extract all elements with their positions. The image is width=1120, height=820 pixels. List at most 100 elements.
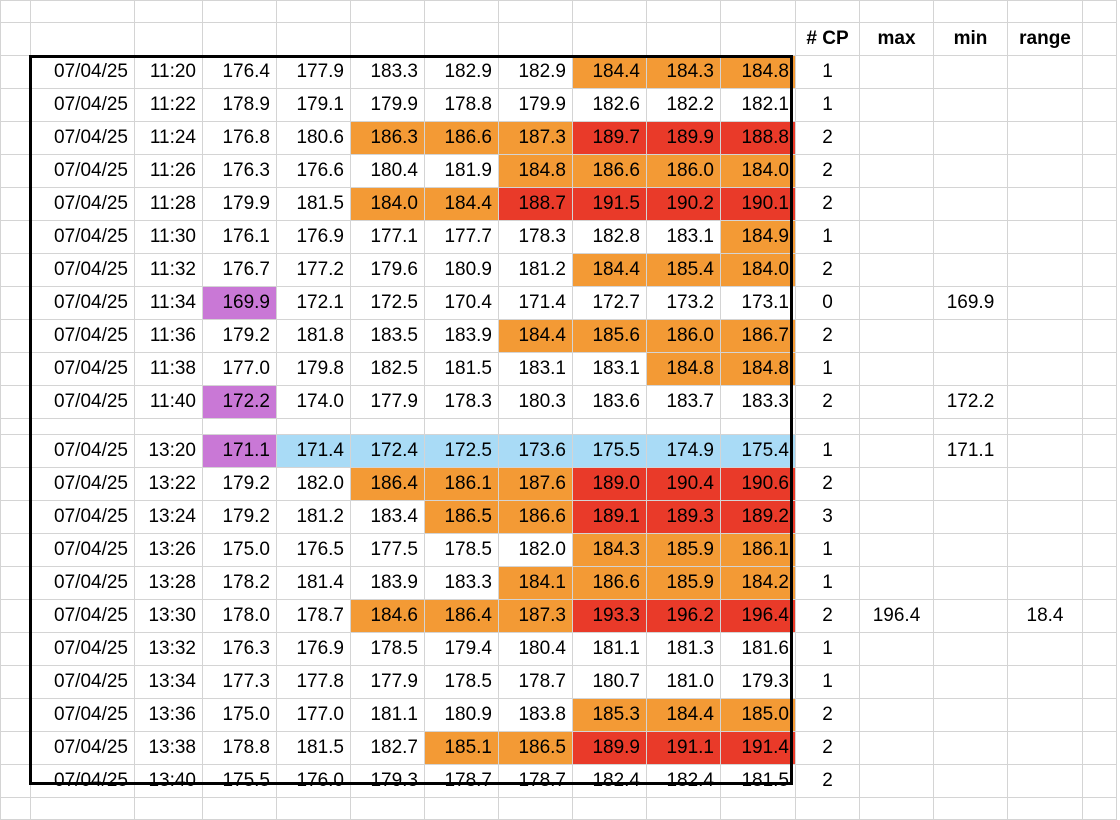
cp-count-cell[interactable]: 2 (795, 187, 860, 221)
empty-cell[interactable] (30, 797, 135, 820)
range-cell[interactable] (1007, 154, 1083, 188)
reading-cell[interactable]: 174.9 (646, 434, 721, 468)
empty-cell[interactable] (424, 0, 499, 23)
range-cell[interactable] (1007, 665, 1083, 699)
empty-cell[interactable] (30, 0, 135, 23)
cp-count-cell[interactable]: 1 (795, 434, 860, 468)
empty-cell[interactable] (1082, 434, 1117, 468)
range-cell[interactable] (1007, 566, 1083, 600)
reading-cell[interactable]: 183.3 (720, 385, 796, 419)
empty-cell[interactable] (646, 0, 721, 23)
reading-cell[interactable]: 181.2 (276, 500, 351, 534)
time-cell[interactable]: 11:40 (134, 385, 203, 419)
reading-cell[interactable]: 182.0 (276, 467, 351, 501)
empty-cell[interactable] (276, 797, 351, 820)
reading-cell[interactable]: 180.9 (424, 698, 499, 732)
reading-cell[interactable]: 187.3 (498, 599, 573, 633)
time-cell[interactable]: 13:38 (134, 731, 203, 765)
reading-cell[interactable]: 179.1 (276, 88, 351, 122)
reading-cell[interactable]: 186.0 (646, 154, 721, 188)
max-cell[interactable] (859, 55, 934, 89)
reading-cell[interactable]: 186.7 (720, 319, 796, 353)
reading-cell[interactable]: 186.0 (646, 319, 721, 353)
reading-cell[interactable]: 186.6 (424, 121, 499, 155)
reading-cell[interactable]: 177.8 (276, 665, 351, 699)
min-cell[interactable] (933, 319, 1008, 353)
empty-cell[interactable] (202, 418, 277, 435)
range-cell[interactable] (1007, 187, 1083, 221)
reading-cell[interactable]: 179.2 (202, 500, 277, 534)
time-cell[interactable]: 13:40 (134, 764, 203, 798)
empty-cell[interactable] (1082, 55, 1117, 89)
empty-cell[interactable] (572, 797, 647, 820)
reading-cell[interactable]: 183.7 (646, 385, 721, 419)
empty-cell[interactable] (1082, 665, 1117, 699)
date-cell[interactable]: 07/04/25 (30, 121, 135, 155)
cp-count-cell[interactable]: 2 (795, 121, 860, 155)
reading-cell[interactable]: 177.7 (424, 220, 499, 254)
reading-cell[interactable]: 186.1 (424, 467, 499, 501)
reading-cell[interactable]: 196.4 (720, 599, 796, 633)
reading-cell[interactable]: 183.6 (572, 385, 647, 419)
empty-cell[interactable] (202, 0, 277, 23)
empty-cell[interactable] (0, 418, 31, 435)
reading-cell[interactable]: 183.1 (646, 220, 721, 254)
empty-cell[interactable] (350, 22, 425, 56)
empty-cell[interactable] (795, 0, 860, 23)
reading-cell[interactable]: 182.9 (424, 55, 499, 89)
reading-cell[interactable]: 189.0 (572, 467, 647, 501)
empty-cell[interactable] (720, 418, 796, 435)
reading-cell[interactable]: 182.6 (572, 88, 647, 122)
empty-cell[interactable] (424, 797, 499, 820)
empty-cell[interactable] (795, 797, 860, 820)
reading-cell[interactable]: 178.3 (498, 220, 573, 254)
max-cell[interactable] (859, 467, 934, 501)
reading-cell[interactable]: 177.9 (350, 385, 425, 419)
empty-cell[interactable] (1082, 154, 1117, 188)
reading-cell[interactable]: 179.9 (350, 88, 425, 122)
range-cell[interactable]: 18.4 (1007, 599, 1083, 633)
date-cell[interactable]: 07/04/25 (30, 533, 135, 567)
cp-count-cell[interactable]: 0 (795, 286, 860, 320)
reading-cell[interactable]: 189.9 (646, 121, 721, 155)
min-cell[interactable] (933, 121, 1008, 155)
min-cell[interactable] (933, 731, 1008, 765)
reading-cell[interactable]: 183.3 (350, 55, 425, 89)
reading-cell[interactable]: 179.9 (498, 88, 573, 122)
reading-cell[interactable]: 182.2 (646, 88, 721, 122)
reading-cell[interactable]: 177.9 (276, 55, 351, 89)
reading-cell[interactable]: 184.0 (720, 253, 796, 287)
cp-count-cell[interactable]: 1 (795, 220, 860, 254)
date-cell[interactable]: 07/04/25 (30, 286, 135, 320)
max-cell[interactable] (859, 764, 934, 798)
empty-cell[interactable] (1082, 352, 1117, 386)
time-cell[interactable]: 13:22 (134, 467, 203, 501)
reading-cell[interactable]: 178.7 (498, 665, 573, 699)
reading-cell[interactable]: 182.1 (720, 88, 796, 122)
cp-count-cell[interactable]: 2 (795, 599, 860, 633)
range-cell[interactable] (1007, 220, 1083, 254)
reading-cell[interactable]: 179.8 (276, 352, 351, 386)
reading-cell[interactable]: 181.5 (276, 731, 351, 765)
empty-cell[interactable] (0, 599, 31, 633)
reading-cell[interactable]: 189.1 (572, 500, 647, 534)
empty-cell[interactable] (1007, 418, 1083, 435)
reading-cell[interactable]: 184.3 (572, 533, 647, 567)
reading-cell[interactable]: 181.5 (720, 764, 796, 798)
reading-cell[interactable]: 175.4 (720, 434, 796, 468)
reading-cell[interactable]: 182.5 (350, 352, 425, 386)
range-cell[interactable] (1007, 500, 1083, 534)
date-cell[interactable]: 07/04/25 (30, 187, 135, 221)
empty-cell[interactable] (572, 22, 647, 56)
empty-cell[interactable] (1082, 22, 1117, 56)
reading-cell[interactable]: 184.4 (646, 698, 721, 732)
empty-cell[interactable] (202, 22, 277, 56)
reading-cell[interactable]: 175.0 (202, 533, 277, 567)
reading-cell[interactable]: 172.2 (202, 385, 277, 419)
range-cell[interactable] (1007, 731, 1083, 765)
time-cell[interactable]: 11:38 (134, 352, 203, 386)
reading-cell[interactable]: 177.9 (350, 665, 425, 699)
empty-cell[interactable] (276, 418, 351, 435)
reading-cell[interactable]: 183.9 (424, 319, 499, 353)
date-cell[interactable]: 07/04/25 (30, 88, 135, 122)
